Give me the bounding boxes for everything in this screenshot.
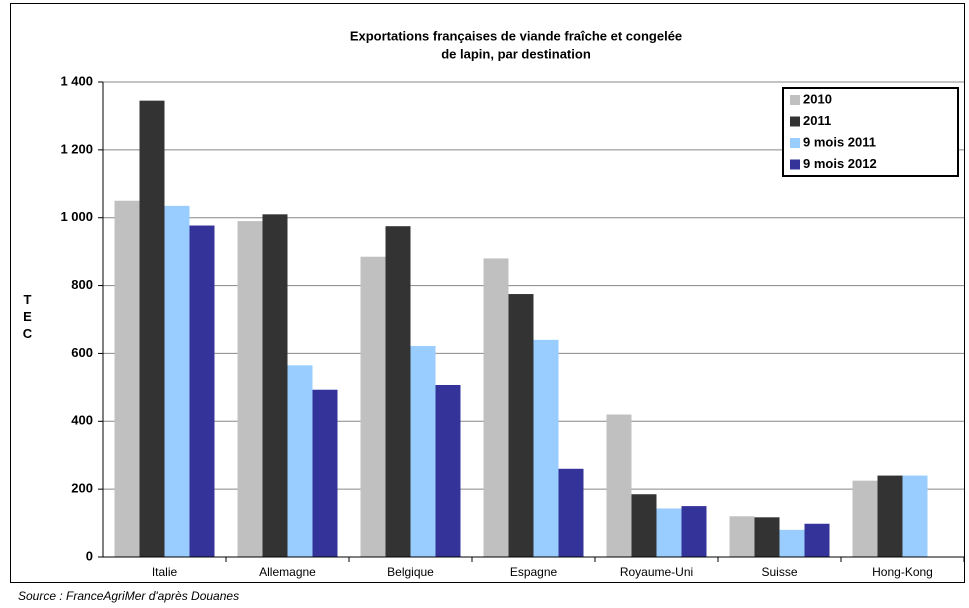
legend-swatch [790, 159, 800, 170]
bar [656, 508, 682, 557]
y-tick-label: 600 [71, 345, 93, 360]
bar [877, 475, 903, 557]
bar [533, 339, 559, 557]
legend-label: 9 mois 2012 [803, 156, 877, 171]
bar [631, 494, 657, 557]
chart-title: Exportations françaises de viande fraîch… [350, 28, 682, 43]
bar [483, 258, 509, 557]
y-tick-label: 1 400 [60, 73, 93, 88]
legend-swatch [790, 138, 800, 148]
bar [681, 506, 707, 557]
bar [435, 384, 461, 557]
chart-title: de lapin, par destination [441, 46, 591, 61]
x-tick-label: Royaume-Uni [620, 565, 693, 579]
y-tick-label: 200 [71, 481, 93, 496]
bar [360, 256, 386, 557]
source-note: Source : FranceAgriMer d'après Douanes [18, 589, 239, 603]
y-tick-label: 400 [71, 413, 93, 428]
bar [902, 475, 928, 557]
x-tick-label: Hong-Kong [872, 565, 933, 579]
bar [189, 225, 215, 557]
bar [312, 389, 338, 557]
x-tick-label: Belgique [387, 565, 434, 579]
y-tick-label: 0 [86, 548, 93, 563]
y-tick-label: 1 000 [60, 209, 93, 224]
bar [558, 468, 584, 557]
legend-label: 2010 [803, 91, 832, 106]
x-tick-label: Suisse [761, 565, 797, 579]
x-tick-label: Italie [152, 565, 178, 579]
y-tick-label: 1 200 [60, 141, 93, 156]
legend-label: 9 mois 2011 [803, 134, 876, 149]
x-tick-label: Allemagne [259, 565, 316, 579]
y-axis-label: TEC [20, 292, 35, 343]
x-tick-label: Espagne [510, 565, 558, 579]
bar [410, 345, 436, 557]
legend-swatch [790, 95, 800, 105]
bar [287, 365, 313, 557]
bar [852, 480, 878, 557]
bar [508, 294, 534, 557]
bar [779, 529, 805, 557]
y-tick-label: 800 [71, 277, 93, 292]
bar [237, 221, 263, 557]
bar [114, 200, 140, 557]
bar [729, 516, 755, 557]
legend-label: 2011 [803, 113, 831, 128]
bar [139, 100, 165, 558]
bar [754, 517, 780, 557]
bar [606, 414, 632, 557]
bar [385, 226, 411, 558]
legend-box [782, 87, 959, 177]
bar [804, 523, 830, 557]
legend-swatch [790, 116, 800, 127]
bar [262, 214, 288, 558]
bar [164, 205, 190, 557]
